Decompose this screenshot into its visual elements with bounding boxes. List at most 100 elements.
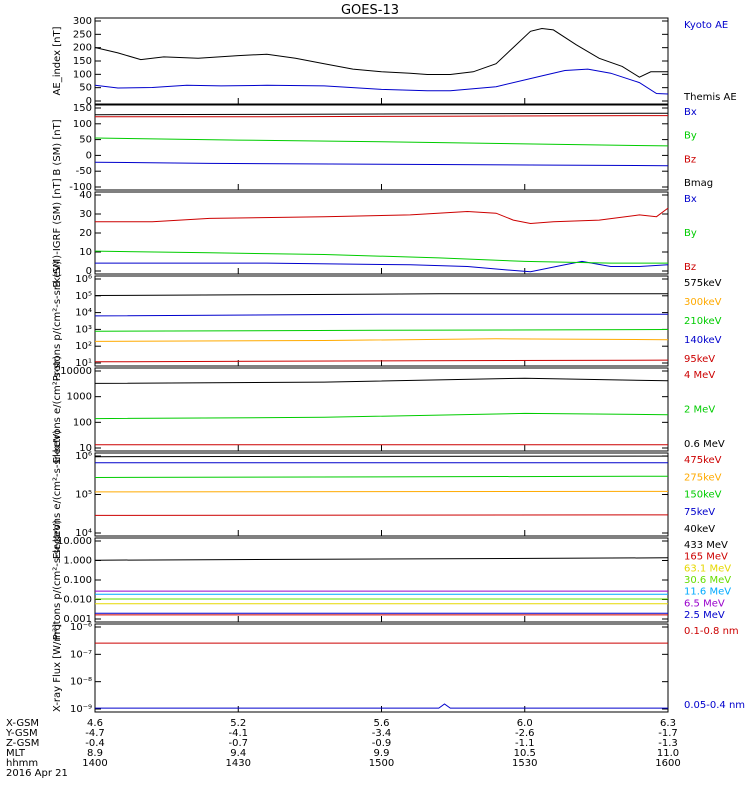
- y-tick-label: 10⁻⁷: [70, 649, 92, 660]
- panel-1: 300 250 200 150 100 50 0 AE_index [nT] Kyoto AE T…: [52, 16, 737, 107]
- y-tick-label: 0.001: [63, 614, 92, 625]
- x-axis-row-label: MLT: [6, 748, 26, 759]
- plot-title: GOES-13: [341, 3, 399, 18]
- x-axis-value: 1500: [369, 758, 394, 769]
- legend-entry: 0.1-0.8 nm: [684, 626, 739, 637]
- y-tick-label: 300: [73, 16, 92, 27]
- x-axis-value: -4.1: [228, 728, 248, 739]
- y-axis-label: B (SM)-IGRF (SM) [nT]: [52, 178, 63, 287]
- panel-frame: [94, 104, 669, 191]
- y-tick-label: 10⁻⁶: [70, 622, 92, 633]
- y-tick-label: 10000: [60, 366, 92, 377]
- legend-entry: 275keV: [684, 472, 722, 483]
- series-line: [94, 455, 669, 458]
- series-line: [94, 313, 668, 317]
- legend-entry: 0.05-0.4 nm: [684, 700, 745, 711]
- x-axis-value: -0.4: [85, 738, 105, 749]
- y-axis-label: AE_index [nT]: [52, 26, 63, 95]
- x-axis-value: 10.5: [514, 748, 536, 759]
- series-line: [94, 293, 668, 296]
- x-axis-value: 9.9: [374, 748, 390, 759]
- legend-entry: 40keV: [684, 524, 715, 535]
- y-tick-label: 40: [79, 190, 92, 201]
- y-tick-label: 10⁶: [75, 451, 92, 462]
- y-tick-label: 0.100: [63, 575, 92, 586]
- y-tick-label: 30: [79, 209, 92, 220]
- y-tick-label: 10¹: [75, 358, 92, 369]
- series-line: [94, 475, 669, 478]
- y-tick-label: 250: [73, 29, 92, 40]
- y-tick-label: 50: [79, 135, 92, 146]
- y-axis-label: X-ray Flux [W/m²]: [52, 624, 63, 712]
- y-tick-label: 0: [86, 150, 92, 161]
- y-tick-label: 10²: [75, 341, 92, 352]
- legend-entry: Bmag: [684, 178, 713, 189]
- x-axis-row-label: X-GSM: [6, 718, 39, 729]
- series-line: [94, 112, 669, 116]
- panel-5: 10000 1000 100 10 Electrons e/(cm²-s-sr) 4 Me…: [52, 356, 725, 464]
- series-line: [94, 359, 669, 363]
- legend-entry: 433 MeV: [684, 540, 728, 551]
- legend-entry: Kyoto AE: [684, 20, 728, 31]
- panel-3: 40 30 20 10 0 B (SM)-IGRF (SM) [nT] Bx By Bz: [52, 178, 697, 287]
- x-axis-value: -3.4: [372, 728, 392, 739]
- legend-entry: By: [684, 131, 697, 142]
- series-line: [94, 338, 669, 342]
- x-axis-value: 4.6: [87, 718, 103, 729]
- legend-entry: Themis AE: [683, 92, 737, 103]
- series-line: [94, 557, 669, 561]
- series-line: [95, 207, 669, 225]
- legend-entry: 165 MeV: [684, 552, 728, 563]
- y-tick-label: 0.010: [63, 595, 92, 606]
- legend-entry: 95keV: [684, 354, 715, 365]
- y-tick-label: 0: [86, 266, 92, 277]
- series-line: [94, 27, 668, 78]
- y-tick-label: 1000: [67, 392, 92, 403]
- y-tick-label: 10³: [75, 324, 92, 335]
- series-line: [94, 514, 669, 516]
- series-line: [94, 490, 669, 493]
- legend-entry: Bz: [684, 154, 696, 165]
- legend-entry: 30.6 MeV: [684, 575, 731, 586]
- legend-entry: 300keV: [684, 297, 722, 308]
- legend-entry: 2 MeV: [684, 405, 715, 416]
- y-tick-label: -50: [76, 166, 92, 177]
- y-tick-label: 100: [73, 69, 92, 80]
- panel-frame: [94, 367, 669, 452]
- panel-6: 10⁶ 10⁵ 10⁴ Electrons e/(cm²-s-sr-keV) 475ke…: [52, 430, 722, 559]
- x-axis-value: 5.6: [374, 718, 390, 729]
- y-tick-label: 10⁶: [75, 274, 92, 285]
- series-line: [95, 260, 669, 273]
- x-axis-value: 6.0: [517, 718, 533, 729]
- panel-frame: [94, 452, 669, 537]
- series-line: [94, 137, 669, 147]
- legend-entry: Bx: [684, 194, 697, 205]
- x-axis-value: 5.2: [230, 718, 246, 729]
- y-tick-label: 150: [73, 56, 92, 67]
- x-axis-value: -1.7: [658, 728, 678, 739]
- panel-2: 150 100 50 0 -50 -100 B (SM) [nT] Bx By Bz Bmag: [52, 103, 713, 193]
- y-tick-label: 10: [79, 247, 92, 258]
- series-line: [94, 412, 669, 420]
- legend-entry: 4 MeV: [684, 370, 715, 381]
- y-tick-label: 0: [86, 96, 92, 107]
- legend-entry: By: [684, 228, 697, 239]
- series-line: [94, 250, 668, 264]
- panel-8: 10⁻⁶ 10⁻⁷ 10⁻⁸ 10⁻⁹ X-ray Flux [W/m²] 0.1-0.8…: [52, 622, 745, 715]
- y-tick-label: 150: [73, 103, 92, 114]
- y-axis-label: B (SM) [nT]: [52, 119, 63, 175]
- x-axis-row-label: 2016 Apr 21: [6, 768, 68, 779]
- x-axis-value: -2.6: [515, 728, 535, 739]
- y-axis-label: Protons p/(cm²-s-sr-keV): [52, 520, 63, 641]
- series-line: [94, 377, 669, 384]
- x-axis-value: 11.0: [657, 748, 679, 759]
- legend-entry: 210keV: [684, 316, 722, 327]
- x-axis-value: 1430: [226, 758, 251, 769]
- y-tick-label: 20: [79, 228, 92, 239]
- y-tick-label: 10⁴: [75, 528, 92, 539]
- legend-entry: 11.6 MeV: [684, 587, 731, 598]
- legend-entry: 6.5 MeV: [684, 598, 725, 609]
- x-axis-row-label: Z-GSM: [6, 738, 39, 749]
- x-axis-row-label: hhmm: [6, 758, 38, 769]
